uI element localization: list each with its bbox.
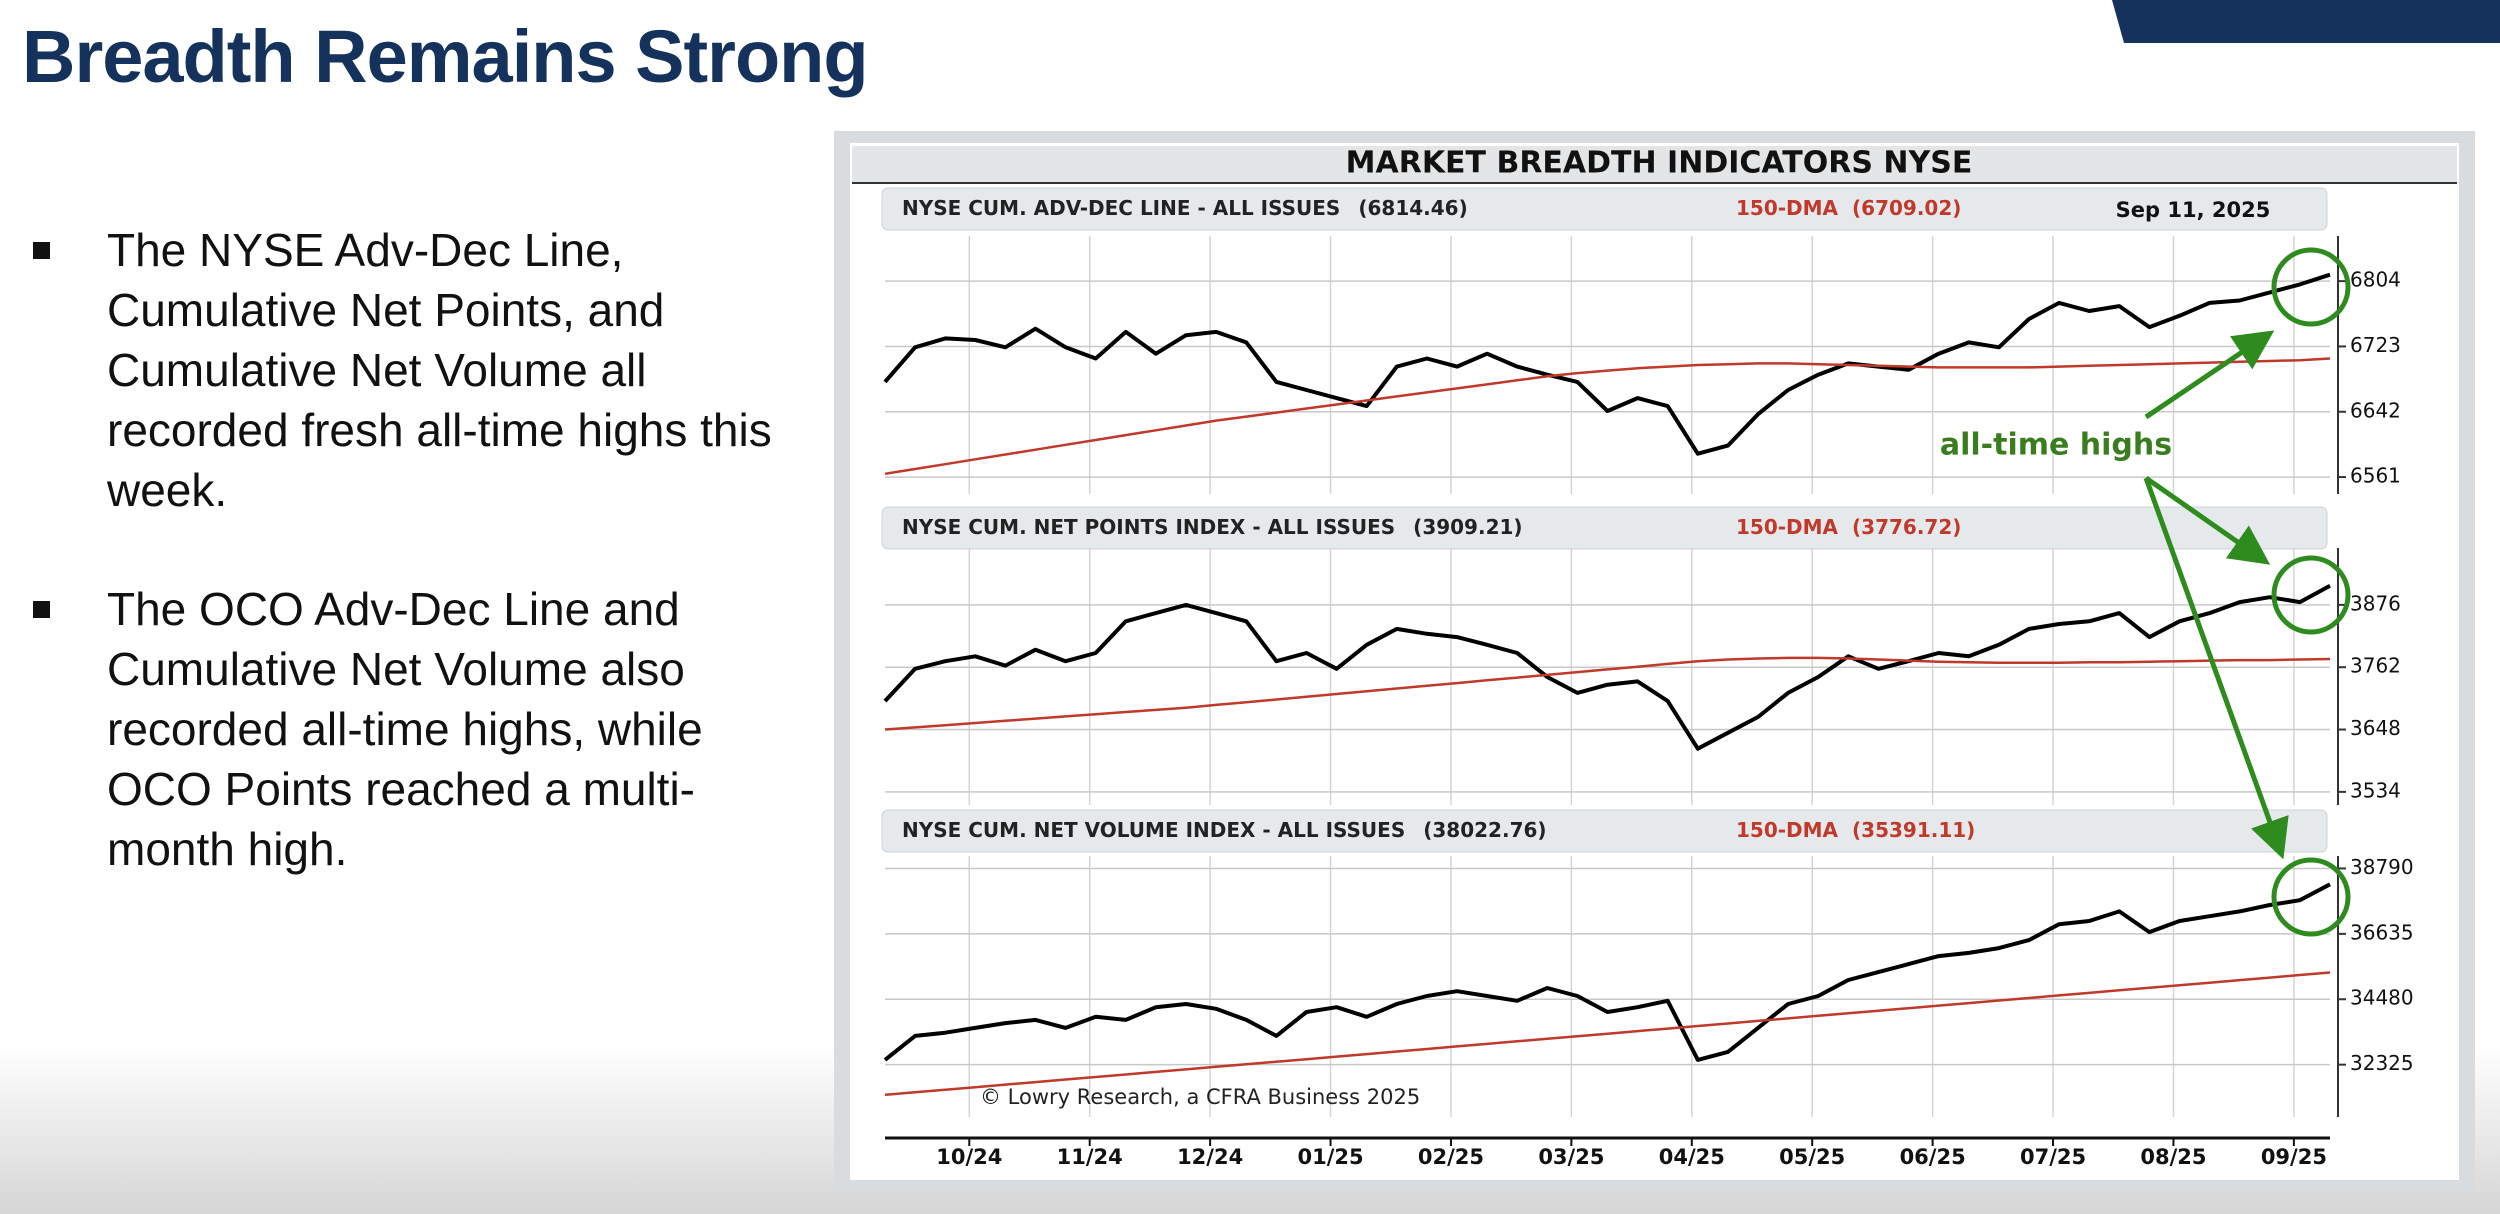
dma-line: [884, 357, 2331, 476]
y-tick-label: 32325: [2350, 1051, 2414, 1075]
chart-title-band: [852, 146, 2457, 182]
panel-header: [881, 187, 2328, 231]
x-tick-label: 02/25: [1418, 1145, 1484, 1169]
bullet-text: The OCO Adv-Dec Line and Cumulative Net …: [107, 583, 703, 875]
y-tick-label: 3648: [2350, 716, 2401, 740]
annotations: [2143, 247, 2351, 937]
series-last-value: (6814.46): [1358, 196, 1467, 220]
x-tick-label: 04/25: [1659, 1145, 1725, 1169]
series-last-value: (38022.76): [1423, 818, 1546, 842]
series-name-text: NYSE CUM. NET POINTS INDEX - ALL ISSUES: [902, 515, 1395, 539]
highlight-circle: [2271, 857, 2351, 937]
index-line: [883, 583, 2331, 751]
corner-tab: [2112, 0, 2500, 43]
x-tick-label: 03/25: [1538, 1145, 1604, 1169]
series-name-text: NYSE CUM. NET VOLUME INDEX - ALL ISSUES: [902, 818, 1405, 842]
dma-name: 150-DMA: [1736, 818, 1839, 842]
highlight-circle: [2271, 247, 2351, 327]
x-tick-label: 05/25: [1779, 1145, 1845, 1169]
y-tick-label: 3876: [2350, 591, 2401, 615]
bullet-text: The NYSE Adv-Dec Line, Cumulative Net Po…: [107, 224, 772, 516]
y-tick-label: 6723: [2350, 333, 2401, 357]
dma-label: 150-DMA (3776.72): [1736, 515, 1961, 539]
y-tick-label: 34480: [2350, 986, 2414, 1010]
y-tick-label: 3534: [2350, 778, 2401, 802]
arrow: [2143, 477, 2289, 860]
series-name: NYSE CUM. NET POINTS INDEX - ALL ISSUES (…: [902, 515, 1523, 539]
x-tick-label: 06/25: [1900, 1145, 1966, 1169]
index-line: [883, 882, 2331, 1062]
dma-label: 150-DMA (35391.11): [1736, 818, 1975, 842]
x-tick-label: 10/24: [936, 1145, 1002, 1169]
slide-title: Breadth Remains Strong: [22, 15, 869, 98]
x-tick-label: 08/25: [2140, 1145, 2206, 1169]
x-tick-label: 11/24: [1057, 1145, 1123, 1169]
y-tick-label: 6804: [2350, 268, 2401, 292]
series-name: NYSE CUM. NET VOLUME INDEX - ALL ISSUES (…: [902, 818, 1547, 842]
dma-last-value: (3776.72): [1852, 515, 1961, 539]
x-tick-label: 12/24: [1177, 1145, 1243, 1169]
date: Sep 11, 2025: [2116, 198, 2271, 222]
arrow: [2144, 330, 2275, 420]
bullet-marker: [33, 242, 50, 259]
y-tick-label: 6642: [2350, 398, 2401, 422]
x-tick-label: 09/25: [2261, 1145, 2327, 1169]
panel-header: [881, 506, 2328, 550]
annotation: all-time highs: [1940, 428, 2172, 463]
series-last-value: (3909.21): [1413, 515, 1522, 539]
dma-line: [884, 971, 2331, 1097]
x-tick-label: 07/25: [2020, 1145, 2086, 1169]
y-tick-label: 36635: [2350, 920, 2414, 944]
y-tick-label: 3762: [2350, 654, 2401, 678]
index-line: [883, 272, 2331, 456]
arrow: [2144, 475, 2271, 565]
panels: 6561 6642 6723 6804 NYSE CUM. ADV-DEC LINE -…: [881, 187, 2414, 1169]
dma-label: 150-DMA (6709.02): [1736, 196, 1961, 220]
series-name-text: NYSE CUM. ADV-DEC LINE - ALL ISSUES: [902, 196, 1340, 220]
bullet-marker: [33, 601, 50, 618]
copyright: © Lowry Research, a CFRA Business 2025: [980, 1085, 1420, 1109]
y-tick-label: 38790: [2350, 855, 2414, 879]
bullet: The NYSE Adv-Dec Line, Cumulative Net Po…: [33, 220, 797, 520]
highlight-circle: [2271, 555, 2351, 635]
panel-header: [881, 809, 2328, 853]
dma-last-value: (6709.02): [1852, 196, 1961, 220]
x-tick-label: 01/25: [1297, 1145, 1363, 1169]
corner-tab-shape: [2112, 0, 2500, 43]
y-tick-label: 6561: [2350, 464, 2401, 488]
series-name: NYSE CUM. ADV-DEC LINE - ALL ISSUES (6814…: [902, 196, 1468, 220]
chart-title: MARKET BREADTH INDICATORS NYSE: [1346, 146, 1973, 181]
dma-name: 150-DMA: [1736, 196, 1839, 220]
dma-last-value: (35391.11): [1852, 818, 1975, 842]
dma-line: [884, 656, 2331, 731]
bullet: The OCO Adv-Dec Line and Cumulative Net …: [33, 579, 797, 879]
dma-name: 150-DMA: [1736, 515, 1839, 539]
